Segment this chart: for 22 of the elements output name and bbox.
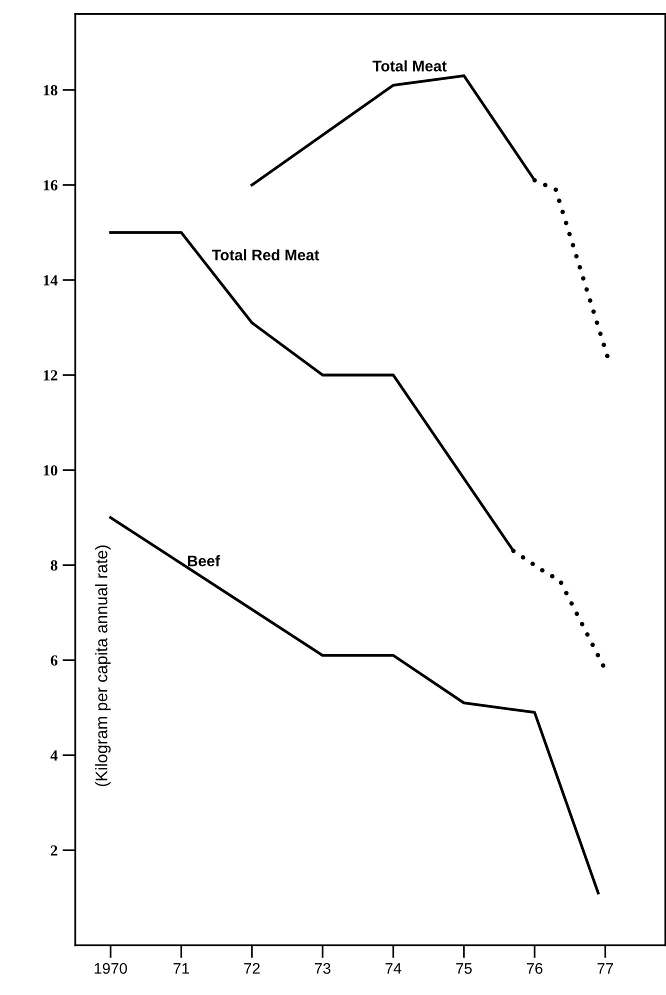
- x-tick-label: 75: [456, 963, 472, 974]
- x-tick-label: 77: [598, 963, 613, 974]
- y-tick-label: 14: [44, 275, 58, 286]
- line-series: [109, 516, 600, 894]
- x-tick-label: 71: [174, 963, 190, 974]
- x-tick-label: 76: [526, 963, 542, 974]
- y-tick-label: 6: [50, 655, 58, 666]
- y-tick-label: 4: [50, 750, 58, 760]
- y-tick-label: 2: [50, 845, 58, 856]
- y-axis-title: (Kilogram per capita annual rate): [95, 546, 111, 786]
- x-tick-label: 1970: [94, 963, 127, 974]
- y-tick-label: 18: [44, 85, 58, 96]
- series-label: Beef: [188, 555, 220, 566]
- y-tick-label: 10: [44, 465, 58, 476]
- y-tick-label: 8: [50, 560, 58, 571]
- x-tick-label: 72: [244, 963, 260, 974]
- series-label: Total Red Meat: [212, 249, 320, 260]
- x-tick-label: 74: [386, 963, 402, 974]
- series-label: Total Meat: [372, 60, 447, 72]
- y-tick-label: 16: [44, 180, 58, 190]
- x-tick-label: 73: [314, 963, 330, 974]
- y-tick-label: 12: [44, 370, 58, 380]
